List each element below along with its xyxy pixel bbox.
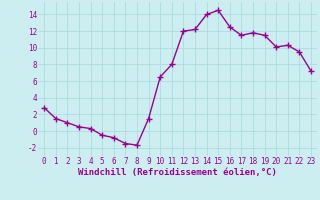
X-axis label: Windchill (Refroidissement éolien,°C): Windchill (Refroidissement éolien,°C) — [78, 168, 277, 177]
